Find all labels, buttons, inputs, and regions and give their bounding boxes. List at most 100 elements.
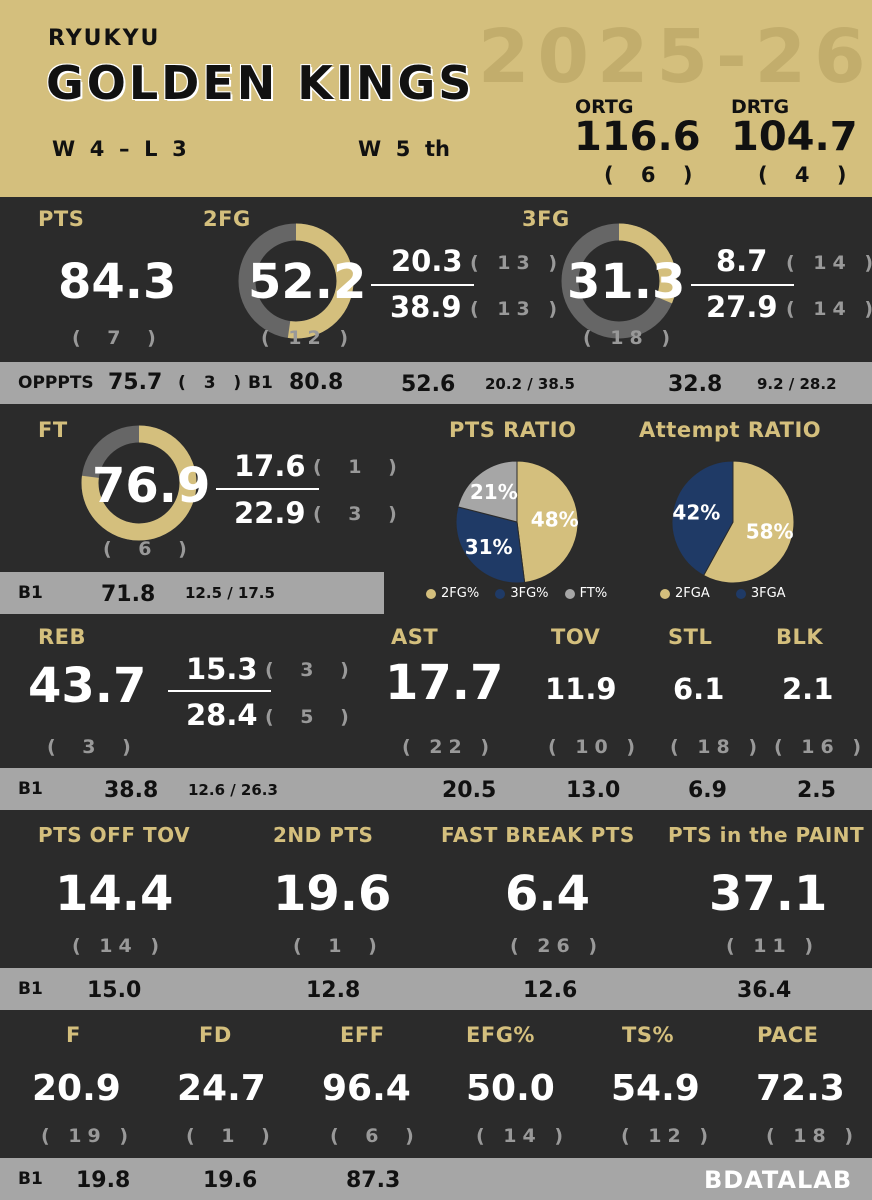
b1-reb: 38.8	[104, 778, 159, 803]
b1-label: B1	[248, 373, 273, 393]
b1-reb-split: 12.6 / 26.3	[188, 781, 278, 799]
fg3-ring	[561, 223, 677, 339]
b1-fg2-split: 20.2 / 38.5	[485, 375, 575, 393]
legend-3fga: 3FGA	[735, 586, 786, 601]
reb-label: REB	[38, 625, 87, 649]
b1-band-scoring: B1 15.0 12.8 12.6 36.4	[0, 968, 872, 1010]
fg2-att: 38.9	[390, 290, 462, 324]
second-pts-rank: ( 1 )	[293, 935, 387, 957]
fouls-drawn-value: 24.7	[177, 1068, 266, 1109]
opp-pts-label: OPPPTS	[18, 373, 94, 393]
b1-fouls-drawn: 19.6	[203, 1168, 258, 1193]
tov-rank: ( 10 )	[548, 736, 642, 758]
fg2-rank: ( 12 )	[261, 327, 355, 349]
fg3-ring-fill	[561, 223, 677, 339]
eff-label: EFF	[340, 1023, 385, 1047]
paint-pts-label: PTS in the PAINT	[668, 823, 865, 847]
legend-2fg: 2FG%	[426, 586, 479, 601]
fg3-made: 8.7	[716, 244, 768, 278]
fast-break-label: FAST BREAK PTS	[441, 823, 635, 847]
oreb-value: 15.3	[186, 652, 258, 686]
b1-tov: 13.0	[566, 778, 621, 803]
stl-value: 6.1	[673, 672, 725, 706]
legend-2fga: 2FGA	[660, 586, 710, 601]
fouls-rank: ( 19 )	[41, 1125, 135, 1147]
pts-rank: ( 7 )	[72, 327, 166, 349]
ortg-rank: ( 6 )	[604, 163, 703, 187]
attempt-ratio-pie: 58% 42%	[671, 460, 795, 584]
ts-value: 54.9	[611, 1068, 700, 1109]
fouls-label: F	[66, 1023, 81, 1047]
attempt-ratio-3fga-slice-label: 42%	[672, 501, 720, 525]
second-pts-value: 19.6	[273, 866, 392, 922]
ft-made: 17.6	[234, 449, 306, 483]
attempt-ratio-3fga-slice	[671, 460, 734, 577]
ortg-value: 116.6	[574, 114, 701, 160]
b1-ast: 20.5	[442, 778, 497, 803]
tov-label: TOV	[551, 625, 601, 649]
pts-value: 84.3	[58, 254, 177, 310]
ft-label: FT	[38, 418, 68, 442]
ft-pct: 76.9	[92, 458, 211, 514]
team-city: RYUKYU	[48, 26, 161, 51]
fg2-ring-fill	[238, 223, 354, 339]
pts-ratio-ft-slice	[457, 460, 518, 523]
fouls-value: 20.9	[32, 1068, 121, 1109]
fg2-fraction-line	[371, 284, 474, 286]
drtg-value: 104.7	[731, 114, 858, 160]
pace-label: PACE	[757, 1023, 819, 1047]
b1-band-ft: B1 71.8 12.5 / 17.5	[0, 572, 384, 614]
ft-rank: ( 6 )	[103, 538, 197, 560]
legend-ft: FT%	[564, 586, 607, 601]
pts-ratio-legend: 2FG% 3FG% FT%	[426, 586, 607, 601]
win-streak: W 5 th	[358, 137, 451, 161]
fast-break-rank: ( 26 )	[510, 935, 604, 957]
b1-eff: 87.3	[346, 1168, 401, 1193]
b1-ft-label: B1	[18, 583, 43, 603]
reb-rank: ( 3 )	[47, 736, 141, 758]
fg2-pct: 52.2	[248, 254, 367, 310]
eff-value: 96.4	[322, 1068, 411, 1109]
b1-ft-split: 12.5 / 17.5	[185, 584, 275, 602]
blk-rank: ( 16 )	[774, 736, 868, 758]
dreb-value: 28.4	[186, 698, 258, 732]
b1-fast-break: 12.6	[523, 978, 578, 1003]
ptov-value: 14.4	[55, 866, 174, 922]
second-pts-label: 2ND PTS	[273, 823, 374, 847]
b1-second-pts: 12.8	[306, 978, 361, 1003]
ast-rank: ( 22 )	[402, 736, 496, 758]
pts-ratio-2fg-slice-label: 48%	[531, 508, 579, 532]
b1-stl: 6.9	[688, 778, 727, 803]
pts-ratio-3fg-slice-label: 31%	[465, 535, 513, 559]
b1-scoring-label: B1	[18, 979, 43, 999]
b1-fg2-pct: 52.6	[401, 372, 456, 397]
efg-label: EFG%	[466, 1023, 535, 1047]
paint-pts-rank: ( 11 )	[726, 935, 820, 957]
b1-paint-pts: 36.4	[737, 978, 792, 1003]
blk-label: BLK	[776, 625, 824, 649]
stl-rank: ( 18 )	[670, 736, 764, 758]
attempt-ratio-legend: 2FGA 3FGA	[660, 586, 786, 601]
opp-pts-rank: ( 3 )	[178, 373, 248, 393]
b1-band-misc: B1 38.8 12.6 / 26.3 20.5 13.0 6.9 2.5	[0, 768, 872, 810]
reb-fraction-line	[168, 690, 271, 692]
b1-band-advanced: B1 19.8 19.6 87.3 BDATALAB	[0, 1158, 872, 1200]
ptov-label: PTS OFF TOV	[38, 823, 191, 847]
ft-ring-fill	[81, 425, 197, 541]
fg3-att: 27.9	[706, 290, 778, 324]
b1-advanced-label: B1	[18, 1169, 43, 1189]
fg2-ring	[238, 223, 354, 339]
eff-rank: ( 6 )	[330, 1125, 424, 1147]
pace-value: 72.3	[756, 1068, 845, 1109]
header: 2025-26 RYUKYU GOLDEN KINGS W 4 – L 3 W …	[0, 0, 872, 197]
drtg-label: DRTG	[731, 96, 790, 118]
b1-fouls: 19.8	[76, 1168, 131, 1193]
blk-value: 2.1	[782, 672, 834, 706]
team-name: GOLDEN KINGS	[46, 56, 475, 110]
pace-rank: ( 18 )	[766, 1125, 860, 1147]
ortg-label: ORTG	[575, 96, 634, 118]
ast-value: 17.7	[385, 655, 504, 711]
ft-att-rank: ( 3 )	[313, 503, 407, 525]
attempt-ratio-2fga-slice	[702, 460, 795, 584]
